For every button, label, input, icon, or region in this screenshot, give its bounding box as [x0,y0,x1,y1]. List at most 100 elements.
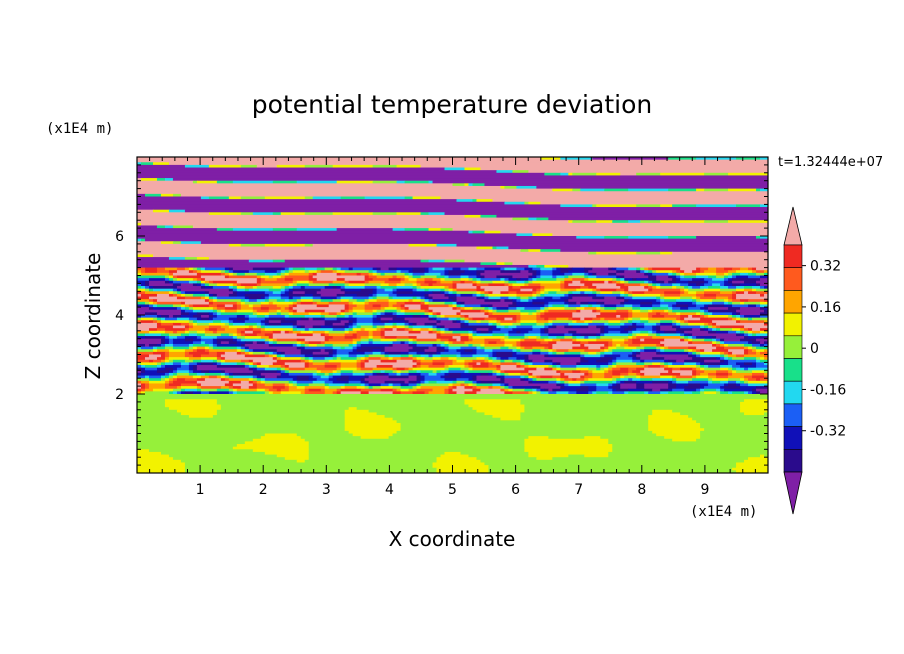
field-cell [492,280,506,284]
field-cell [708,275,717,279]
field-cell [352,307,366,311]
field-cell [692,270,701,274]
field-cell [600,436,665,440]
field-cell [212,362,218,366]
field-cell [616,270,625,274]
field-cell [672,278,677,282]
field-cell [584,354,601,358]
field-cell [216,330,238,335]
field-cell [700,425,768,429]
field-cell [232,386,242,390]
field-cell [460,333,470,337]
field-cell [764,320,768,324]
field-cell [156,322,162,327]
field-cell [172,315,182,319]
field-cell [604,367,609,371]
field-cell [512,283,525,287]
field-cell [652,380,669,385]
field-cell [456,391,466,395]
field-cell [616,315,621,319]
field-cell [544,293,565,298]
field-cell [156,346,166,350]
field-cell [216,412,346,416]
field-cell [724,388,753,392]
field-cell [608,441,768,445]
field-cell [332,346,342,350]
field-cell [360,338,370,342]
field-cell [356,362,362,366]
colorbar-segment [783,335,803,359]
field-cell [528,362,533,366]
field-cell [464,301,513,306]
field-cell [400,428,649,432]
field-cell [392,288,398,292]
field-cell [384,280,402,284]
field-cell [288,296,294,300]
field-cell [656,343,661,348]
field-cell [256,367,266,371]
field-cell [164,328,186,332]
field-cell [316,370,322,374]
field-cell [180,333,190,337]
field-cell [348,330,358,335]
field-cell [652,336,681,340]
field-cell [316,291,346,295]
field-cell [464,320,470,324]
field-cell [336,388,342,392]
field-cell [137,288,146,292]
field-cell [164,343,174,348]
field-cell [452,299,458,303]
field-cell [424,349,438,353]
field-cell [540,386,561,390]
field-cell [740,333,745,337]
field-cell [712,278,725,282]
y-axis-title: Z coordinate [81,253,105,380]
field-cell [688,383,701,387]
field-cell [704,359,721,363]
field-cell [724,299,729,303]
field-cell [192,180,198,184]
field-cell [684,391,693,395]
field-cell [137,262,482,266]
field-cell [764,270,768,274]
field-cell [696,388,701,392]
field-cell [624,317,629,321]
field-cell [328,375,334,379]
field-cell [137,164,186,169]
field-cell [496,214,768,219]
field-cell [312,317,322,321]
field-cell [140,162,154,166]
field-cell [456,307,462,311]
field-cell [720,343,725,348]
field-cell [724,272,729,277]
field-cell [424,380,430,385]
field-cell [176,330,186,335]
field-cell [392,275,398,279]
field-cell [160,451,266,456]
field-cell [404,275,410,279]
field-cell [137,233,517,237]
field-cell [732,275,737,279]
field-cell [316,372,326,377]
field-cell [304,270,310,274]
field-cell [420,328,430,332]
field-cell [272,351,278,356]
field-cell [256,386,274,390]
field-cell [564,301,569,306]
field-cell [736,370,753,374]
field-cell [144,391,170,395]
field-cell [444,212,768,216]
field-cell [372,336,382,340]
field-cell [376,299,390,303]
field-cell [224,307,238,311]
field-cell [284,267,290,271]
field-cell [728,354,737,358]
field-cell [480,320,490,324]
field-cell [364,378,418,382]
field-cell [492,325,498,329]
field-cell [416,280,426,284]
field-cell [628,286,645,290]
field-cell [376,317,382,321]
field-cell [200,357,218,361]
field-cell [284,365,290,369]
